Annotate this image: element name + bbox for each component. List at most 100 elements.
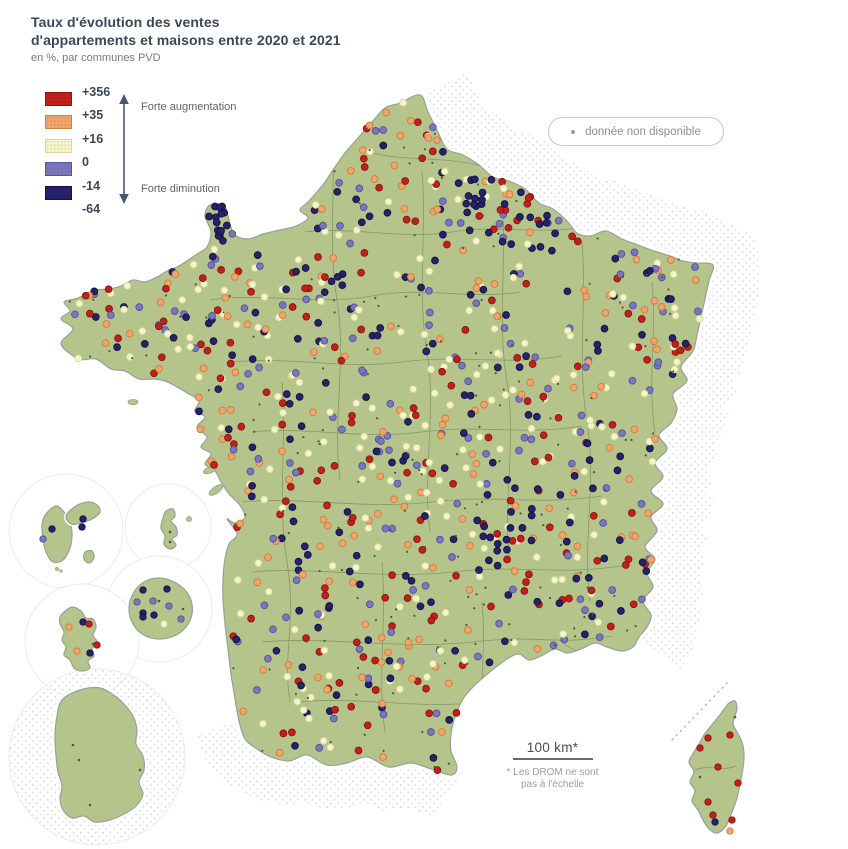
commune-dot-purple [207,261,216,269]
commune-dot-red [357,268,365,277]
commune-dot-cream [523,240,532,248]
commune-dot-navy [501,637,509,646]
no-data-speck [698,775,702,779]
commune-dot-red [524,194,533,202]
commune-dot-purple [576,428,585,436]
commune-dot-cream [259,719,267,728]
no-data-speck [574,490,577,493]
commune-dot-navy [584,573,593,582]
commune-dot-cream [599,498,608,506]
commune-dot-navy [421,512,429,520]
no-data-speck [475,503,478,506]
commune-dot-navy [376,324,385,332]
commune-dot-red [568,232,576,241]
commune-dot-cream [178,296,187,304]
commune-dot-orange [194,393,203,402]
no-data-speck [465,623,468,626]
commune-dot-cream [440,167,449,176]
commune-dot-red [247,287,255,296]
commune-dot-navy [485,556,493,565]
no-data-speck [536,458,539,461]
commune-dot-orange [657,303,666,311]
no-data-speck [601,421,604,424]
commune-dot-purple [269,534,278,543]
commune-dot-purple [500,324,509,332]
no-data-speck [672,370,675,373]
commune-dot-purple [346,239,354,248]
no-data-speck [510,638,513,642]
no-data-speck [515,199,518,203]
commune-dot-red [347,418,356,427]
commune-dot-red [498,177,507,186]
commune-dot-navy [466,290,475,299]
commune-dot-red [427,616,436,625]
no-data-speck [498,404,501,407]
commune-dot-navy [484,228,493,237]
commune-dot-navy [485,658,494,667]
commune-dot-red [288,728,296,737]
commune-dot-red [589,511,598,520]
commune-dot-cream [472,370,481,379]
commune-dot-purple [426,308,434,317]
no-data-speck [179,315,182,318]
commune-dot-navy [504,591,513,599]
commune-dot-cream [399,98,408,107]
commune-dot-purple [595,633,604,642]
no-data-speck [541,399,545,403]
commune-dot-navy [460,391,469,399]
commune-dot-orange [640,305,649,314]
no-data-speck [407,452,410,455]
commune-dot-red [388,571,396,579]
commune-dot-orange [644,509,653,518]
no-data-speck [358,202,361,205]
commune-dot-purple [165,602,173,610]
commune-dot-orange [196,425,205,434]
commune-dot-cream [607,369,616,378]
no-data-speck [362,300,365,303]
commune-dot-cream [232,320,241,329]
commune-dot-navy [615,536,624,544]
commune-dot-cream [283,672,292,681]
no-data-speck [181,607,185,611]
commune-dot-orange [101,339,110,347]
commune-dot-navy [478,195,486,204]
commune-dot-cream [509,386,517,394]
commune-dot-navy [517,188,525,197]
commune-dot-cream [435,476,444,485]
commune-dot-navy [595,599,604,608]
no-data-speck [474,352,477,355]
commune-dot-cream [420,330,429,339]
commune-dot-red [637,315,646,323]
title-subtitle: en %, par communes PVD [31,52,161,64]
commune-dot-navy [113,343,121,351]
commune-dot-orange [365,121,374,130]
commune-dot-navy [445,716,454,724]
no-data-speck [498,460,501,463]
commune-dot-red [302,634,310,642]
commune-dot-purple [386,399,395,408]
no-data-speck [411,458,414,461]
no-data-speck [252,335,255,338]
commune-dot-navy [459,429,468,437]
commune-dot-purple [429,123,437,132]
commune-dot-red [213,306,222,314]
commune-dot-orange [230,273,239,281]
commune-dot-navy [163,585,171,593]
no-data-speck [305,640,308,643]
commune-dot-navy [617,607,625,615]
commune-dot-orange [396,131,405,140]
commune-dot-orange [284,661,293,669]
commune-dot-navy [439,147,447,156]
commune-dot-navy [372,447,381,456]
no-data-speck [652,432,655,435]
legend-arrow-bottom-label: Forte diminution [141,183,220,195]
commune-dot-cream [334,231,343,239]
commune-dot-orange [261,325,270,334]
commune-dot-cream [580,467,589,476]
commune-dot-purple [133,598,141,606]
commune-dot-red [428,469,437,478]
no-data-speck [397,324,400,328]
commune-dot-navy [401,452,410,460]
commune-dot-red [335,679,344,687]
